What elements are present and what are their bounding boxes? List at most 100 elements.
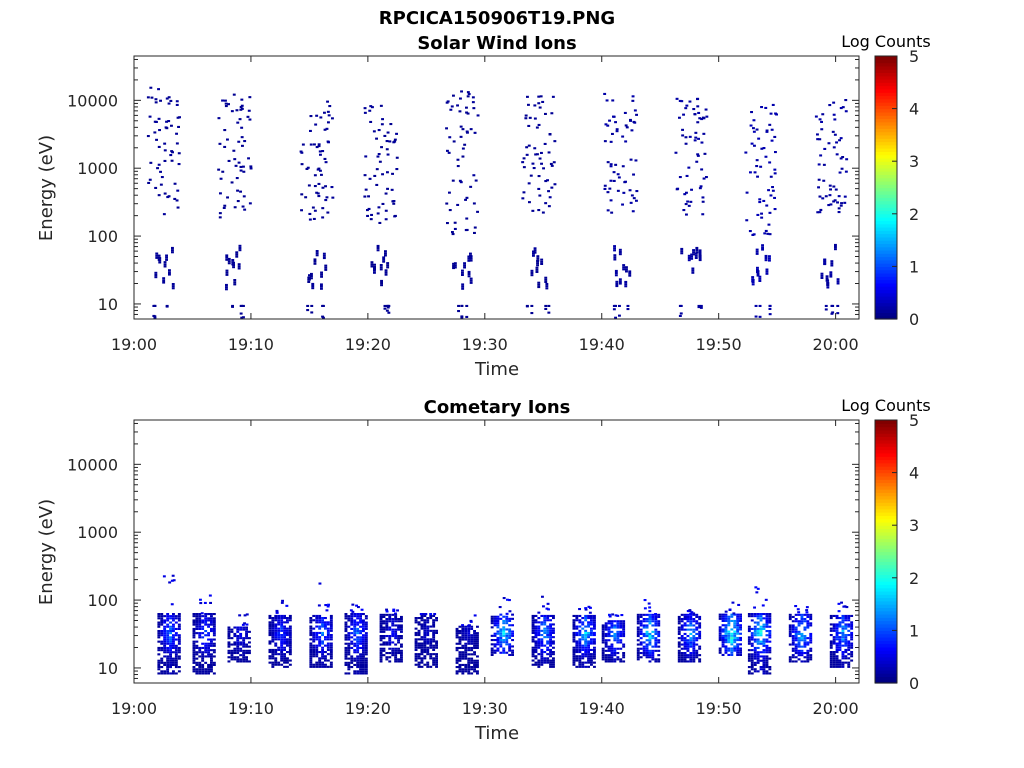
y-axis-label: Energy (eV) — [36, 499, 57, 605]
spectrogram-cell — [677, 660, 681, 663]
spectrogram-cell — [543, 631, 547, 634]
spectrogram-cell — [621, 135, 625, 138]
spectrogram-cell — [844, 638, 848, 641]
spectrogram-cell — [356, 666, 360, 669]
spectrogram-cell — [315, 614, 319, 617]
spectrogram-cell — [844, 617, 848, 620]
spectrogram-cell — [677, 637, 681, 640]
spectrogram-cell — [695, 654, 699, 657]
spectrogram-cell — [210, 668, 213, 671]
spectrogram-cell — [461, 630, 465, 633]
spectrogram-cell — [233, 283, 237, 286]
spectrogram-cell — [618, 280, 622, 283]
spectrogram-cell — [537, 640, 541, 643]
spectrogram-cell — [502, 619, 506, 622]
spectrogram-cell — [382, 626, 386, 629]
colorbar-swatch — [875, 653, 897, 658]
spectrogram-cell — [344, 663, 348, 666]
spectrogram-cell — [604, 628, 608, 631]
spectrogram-cell — [169, 627, 172, 630]
spectrogram-cell — [850, 621, 854, 624]
spectrogram-cell — [461, 271, 464, 274]
spectrogram-cell — [452, 262, 455, 265]
spectrogram-cell — [312, 619, 316, 622]
x-tick-label: 19:40 — [579, 699, 625, 718]
spectrogram-cell — [268, 621, 272, 624]
spectrogram-cell — [610, 652, 614, 655]
colorbar-swatch — [875, 236, 897, 241]
spectrogram-cell — [362, 646, 365, 649]
spectrogram-cell — [160, 615, 164, 618]
spectrogram-cell — [536, 257, 540, 260]
spectrogram-cell — [546, 625, 550, 628]
spectrogram-cell — [379, 637, 383, 640]
spectrogram-cell — [165, 120, 168, 123]
spectrogram-cell — [622, 643, 626, 646]
spectrogram-cell — [236, 639, 240, 642]
spectrogram-cell — [379, 635, 383, 638]
spectrogram-cell — [575, 657, 579, 660]
spectrogram-cell — [248, 202, 252, 205]
spectrogram-cell — [837, 207, 841, 210]
spectrogram-cell — [657, 649, 661, 652]
spectrogram-cell — [163, 621, 167, 624]
spectrogram-cell — [505, 615, 509, 618]
colorbar-swatch — [875, 587, 897, 592]
spectrogram-cell — [697, 111, 701, 114]
spectrogram-cell — [364, 615, 368, 618]
spectrogram-cell — [593, 619, 596, 622]
spectrogram-cell — [329, 614, 333, 617]
colorbar-swatch — [875, 646, 897, 651]
spectrogram-cell — [271, 655, 275, 658]
spectrogram-cell — [642, 652, 646, 655]
spectrogram-cell — [587, 621, 590, 624]
y-tick-label: 10 — [98, 295, 118, 314]
spectrogram-cell — [239, 658, 243, 661]
spectrogram-cell — [750, 655, 754, 658]
spectrogram-cell — [163, 630, 167, 633]
spectrogram-cell — [613, 254, 617, 257]
spectrogram-cell — [476, 666, 479, 669]
spectrogram-cell — [177, 163, 181, 166]
spectrogram-cell — [382, 622, 386, 625]
spectrogram-cell — [312, 644, 316, 647]
spectrogram-cell — [593, 648, 596, 651]
spectrogram-cell — [397, 647, 400, 650]
spectrogram-cell — [612, 115, 615, 118]
spectrogram-cell — [308, 218, 312, 221]
spectrogram-cell — [192, 636, 196, 639]
spectrogram-cell — [174, 649, 178, 652]
spectrogram-cell — [245, 656, 248, 659]
spectrogram-cell — [369, 105, 373, 108]
spectrogram-cell — [606, 209, 610, 212]
spectrogram-cell — [540, 642, 544, 645]
colorbar-swatch — [875, 469, 897, 474]
spectrogram-cell — [329, 621, 333, 624]
spectrogram-cell — [549, 614, 552, 617]
spectrogram-cell — [435, 665, 438, 668]
spectrogram-cell — [528, 201, 531, 204]
spectrogram-cell — [533, 117, 537, 120]
spectrogram-cell — [472, 174, 476, 177]
spectrogram-cell — [721, 619, 725, 622]
spectrogram-cell — [351, 603, 355, 606]
spectrogram-cell — [176, 189, 180, 192]
spectrogram-cell — [806, 622, 810, 625]
spectrogram-cell — [362, 666, 365, 669]
spectrogram-cell — [317, 604, 321, 607]
spectrogram-cell — [426, 621, 430, 624]
spectrogram-cell — [765, 630, 769, 633]
spectrogram-cell — [162, 575, 166, 578]
spectrogram-cell — [724, 615, 728, 618]
spectrogram-cell — [465, 217, 469, 220]
spectrogram-cell — [364, 632, 368, 635]
spectrogram-cell — [356, 657, 360, 660]
spectrogram-cell — [683, 637, 687, 640]
spectrogram-cell — [344, 627, 348, 630]
spectrogram-cell — [225, 256, 229, 259]
spectrogram-cell — [353, 663, 357, 666]
spectrogram-cell — [756, 587, 760, 590]
spectrogram-cell — [835, 663, 839, 666]
spectrogram-cell — [736, 622, 740, 625]
spectrogram-cell — [633, 109, 637, 112]
